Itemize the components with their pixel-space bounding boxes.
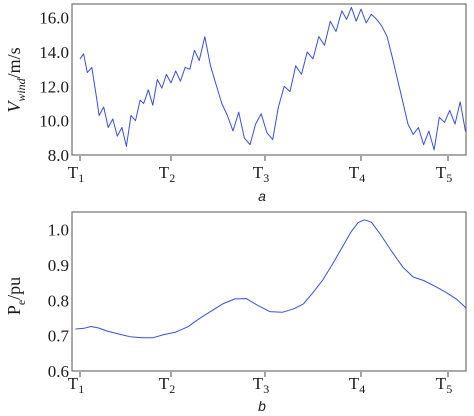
series-b (75, 219, 466, 339)
y-axis-ticks-a: 8.0 10.0 12.0 14.0 16.0 (39, 9, 69, 165)
y-tick-label: 0.7 (48, 327, 70, 346)
panel-a: 8.0 10.0 12.0 14.0 16.0 T1 T2 T3 T4 T5 Vwind/m/s… (4, 3, 467, 204)
x-tick-label: T2 (159, 163, 175, 185)
y-tick-label: 0.6 (48, 362, 69, 381)
x-tick-label: T1 (68, 163, 84, 185)
y-tick-label: 0.9 (48, 256, 69, 275)
plot-frame-a (71, 3, 467, 156)
y-tick-label: 12.0 (39, 77, 69, 96)
y-tick-label: 0.8 (48, 291, 69, 310)
series-line (79, 6, 466, 151)
y-tick-label: 16.0 (39, 9, 69, 28)
x-tick-label: T5 (436, 163, 452, 185)
x-tick-label: T5 (436, 374, 452, 396)
y-tick-label: 1.0 (48, 221, 69, 240)
x-tick-label: T4 (349, 374, 365, 396)
x-axis-ticks-a: T1 T2 T3 T4 T5 (68, 156, 452, 185)
plot-frame-b (71, 211, 467, 372)
y-tick-label: 10.0 (39, 112, 69, 131)
y-tick-label: 8.0 (48, 146, 69, 165)
x-tick-label: T4 (349, 163, 365, 185)
x-tick-label: T2 (159, 374, 175, 396)
x-axis-ticks-b: T1 T2 T3 T4 T5 (68, 372, 452, 396)
panel-b: 0.6 0.7 0.8 0.9 1.0 T1 T2 T3 T4 T5 Pe/pu b (4, 211, 467, 414)
x-tick-label: T1 (68, 374, 84, 396)
y-tick-label: 14.0 (39, 43, 69, 62)
y-axis-ticks-b: 0.6 0.7 0.8 0.9 1.0 (48, 221, 70, 381)
series-a (79, 6, 466, 151)
y-axis-label-b: Pe/pu (4, 277, 28, 315)
series-line (75, 219, 466, 339)
x-tick-label: T3 (253, 163, 269, 185)
y-axis-label-a: Vwind/m/s (4, 47, 28, 112)
caption-a: a (258, 188, 266, 204)
x-tick-label: T3 (253, 374, 269, 396)
caption-b: b (258, 398, 266, 414)
